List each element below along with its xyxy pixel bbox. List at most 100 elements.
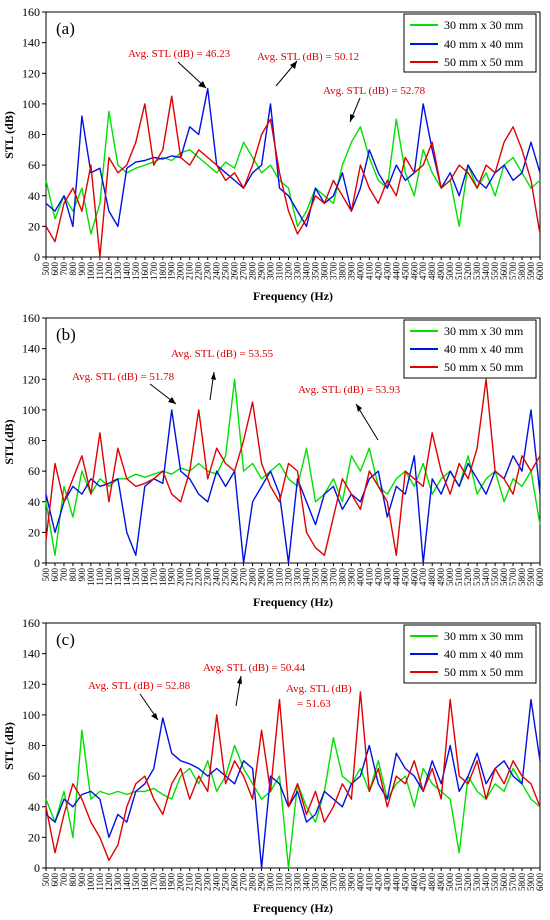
panel-a: 0 20 40 60 80 100 120 140 160 500600700800900100… xyxy=(2,5,545,303)
annotation-arrowhead xyxy=(198,81,206,88)
x-tick-label: 3300 xyxy=(292,262,302,281)
annotation-text: Avg. STL (dB) = 50.12 xyxy=(257,51,359,63)
series-line xyxy=(45,691,541,861)
x-tick-label: 4600 xyxy=(409,262,419,281)
x-tick-label: 4300 xyxy=(382,262,392,281)
series-line xyxy=(45,409,541,564)
x-tick-label: 3500 xyxy=(310,262,320,281)
x-axis-label: Frequency (Hz) xyxy=(253,595,333,609)
annotation-text: Avg. STL (dB) = 46.23 xyxy=(128,48,231,60)
x-tick-label: 4400 xyxy=(391,873,401,892)
x-tick-label: 5100 xyxy=(454,568,464,587)
x-tick-label: 3600 xyxy=(319,568,329,587)
x-tick-label: 1200 xyxy=(104,568,114,587)
annotation-text: Avg. STL (dB) = 53.55 xyxy=(171,348,274,360)
x-tick-label: 4600 xyxy=(409,873,419,892)
x-tick-label: 5600 xyxy=(499,262,509,281)
x-tick-label: 1000 xyxy=(86,568,96,587)
y-tick-label: 0 xyxy=(34,556,40,570)
x-tick-label: 1500 xyxy=(131,568,141,587)
x-tick-label: 3400 xyxy=(301,568,311,587)
x-tick-label: 5000 xyxy=(445,262,455,281)
series-line xyxy=(45,378,541,556)
x-tick-label: 900 xyxy=(77,873,87,887)
x-tick-label: 5800 xyxy=(517,262,527,281)
x-tick-label: 2400 xyxy=(212,568,222,587)
y-tick-label: 20 xyxy=(28,830,40,844)
x-tick-label: 4800 xyxy=(427,873,437,892)
x-tick-label: 600 xyxy=(50,262,60,276)
x-tick-label: 3700 xyxy=(328,873,338,892)
x-tick-label: 800 xyxy=(68,873,78,887)
x-tick-label: 4500 xyxy=(400,568,410,587)
x-tick-label: 3500 xyxy=(310,568,320,587)
y-tick-label: 100 xyxy=(22,708,40,722)
x-tick-label: 2700 xyxy=(239,873,249,892)
x-tick-label: 2100 xyxy=(185,568,195,587)
x-tick-label: 4900 xyxy=(436,873,446,892)
x-tick-label: 5300 xyxy=(472,873,482,892)
x-tick-label: 2500 xyxy=(221,262,231,281)
x-tick-label: 2200 xyxy=(194,262,204,281)
y-tick-label: 140 xyxy=(22,647,40,661)
y-axis: 0 20 40 60 80 100 120 140 160 xyxy=(22,616,46,875)
series-line xyxy=(45,95,541,258)
x-tick-label: 4900 xyxy=(436,262,446,281)
x-tick-label: 4100 xyxy=(364,873,374,892)
annotations: Avg. STL (dB) = 46.23 Avg. STL (dB) = 50… xyxy=(128,48,426,123)
series-layer xyxy=(45,378,541,564)
x-tick-label: 2100 xyxy=(185,262,195,281)
y-tick-label: 140 xyxy=(22,342,40,356)
x-tick-label: 6000 xyxy=(535,873,545,892)
x-tick-label: 5500 xyxy=(490,568,500,587)
x-tick-label: 2400 xyxy=(212,873,222,892)
y-tick-label: 160 xyxy=(22,311,40,325)
x-tick-label: 2900 xyxy=(257,873,267,892)
x-tick-label: 5200 xyxy=(463,568,473,587)
annotations: Avg. STL (dB) = 51.78 Avg. STL (dB) = 53… xyxy=(72,348,401,441)
legend-entry: 40 mm x 40 mm xyxy=(444,37,524,51)
y-axis-label: STL (dB) xyxy=(2,111,16,159)
y-axis: 0 20 40 60 80 100 120 140 160 xyxy=(22,311,46,570)
x-tick-label: 500 xyxy=(41,568,51,582)
x-tick-label: 1600 xyxy=(140,873,150,892)
annotation-arrowhead xyxy=(237,676,242,684)
x-tick-label: 4700 xyxy=(418,568,428,587)
x-tick-label: 1600 xyxy=(140,262,150,281)
x-tick-label: 1500 xyxy=(131,873,141,892)
x-tick-label: 3000 xyxy=(266,568,276,587)
annotation-text: = 51.63 xyxy=(297,698,331,710)
x-tick-label: 4000 xyxy=(355,873,365,892)
x-tick-label: 5800 xyxy=(517,568,527,587)
annotation-text: Avg. STL (dB) = 53.93 xyxy=(298,384,401,396)
x-axis: 5006007008009001000110012001300140015001… xyxy=(41,563,545,586)
x-tick-label: 700 xyxy=(59,873,69,887)
x-tick-label: 2000 xyxy=(176,873,186,892)
x-tick-label: 1100 xyxy=(95,262,105,280)
x-tick-label: 4200 xyxy=(373,262,383,281)
y-tick-label: 120 xyxy=(22,66,40,80)
x-tick-label: 4400 xyxy=(391,262,401,281)
legend-entry: 50 mm x 50 mm xyxy=(444,665,524,679)
x-tick-label: 1800 xyxy=(158,262,168,281)
legend-entry: 30 mm x 30 mm xyxy=(444,18,524,32)
x-tick-label: 2200 xyxy=(194,873,204,892)
x-tick-label: 5700 xyxy=(508,262,518,281)
x-tick-label: 1400 xyxy=(122,568,132,587)
x-tick-label: 2600 xyxy=(230,262,240,281)
annotation-arrowhead xyxy=(290,61,297,69)
x-tick-label: 3700 xyxy=(328,262,338,281)
x-tick-label: 1300 xyxy=(113,262,123,281)
x-tick-label: 5900 xyxy=(526,262,536,281)
y-tick-label: 160 xyxy=(22,5,40,19)
x-tick-label: 2400 xyxy=(212,262,222,281)
x-tick-label: 4200 xyxy=(373,568,383,587)
x-tick-label: 5000 xyxy=(445,873,455,892)
x-tick-label: 1700 xyxy=(149,873,159,892)
x-tick-label: 2800 xyxy=(248,262,258,281)
x-tick-label: 3000 xyxy=(266,262,276,281)
y-tick-label: 60 xyxy=(28,769,40,783)
panel-label: (c) xyxy=(56,630,75,649)
x-tick-label: 4900 xyxy=(436,568,446,587)
x-tick-label: 1400 xyxy=(122,873,132,892)
